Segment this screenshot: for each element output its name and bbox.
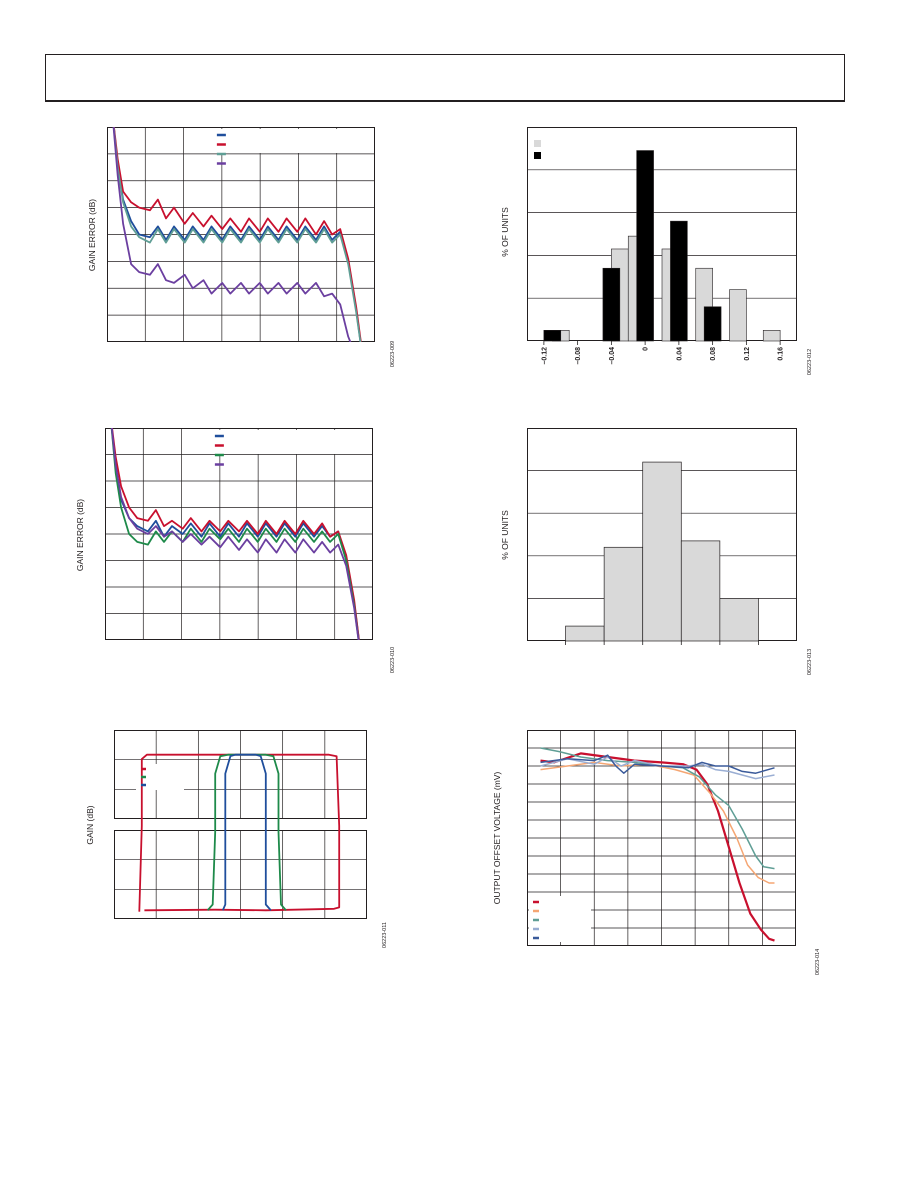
- figure-id: 06223-013: [807, 648, 813, 676]
- figure-id: 06223-009: [390, 340, 396, 368]
- legend-box: [216, 129, 367, 153]
- x-tick-label: 0.08: [710, 347, 717, 361]
- histogram-bar: [719, 598, 759, 642]
- histogram-bar: [762, 330, 781, 342]
- x-tick-label: –0.04: [609, 347, 616, 365]
- series-line: [112, 127, 362, 342]
- histogram-bar: [636, 150, 654, 342]
- legend-box: [214, 430, 365, 454]
- plot-frame: [114, 730, 367, 819]
- series-line: [110, 428, 360, 640]
- series-line: [540, 752, 775, 942]
- series-line: [540, 754, 775, 774]
- series-line: [112, 127, 362, 342]
- y-axis-label: % OF UNITS: [500, 510, 510, 560]
- series-line: [206, 753, 287, 911]
- x-tick-label: –0.12: [541, 347, 548, 365]
- series-group: [110, 428, 360, 640]
- series-line: [113, 127, 362, 342]
- x-tick-label: 0.16: [778, 347, 785, 361]
- histogram-bar: [642, 461, 682, 642]
- x-tick-label: –0.08: [575, 347, 582, 365]
- histogram-bar: [565, 625, 605, 642]
- series-line: [110, 428, 360, 640]
- units-histogram-1: –0.12 –0.08 –0.04 0 0.04 0.08 0.12 0.16: [527, 127, 797, 365]
- series-line: [138, 753, 341, 912]
- legend-box: [529, 896, 591, 942]
- legend-swatch: [534, 152, 541, 159]
- plot-frame: [107, 127, 375, 342]
- histogram-bar: [670, 220, 688, 342]
- histogram-bar: [680, 540, 721, 642]
- y-axis-label: % OF UNITS: [500, 207, 510, 257]
- gain-error-chart-2: [105, 428, 373, 640]
- output-offset-voltage-chart: [527, 730, 796, 946]
- y-axis-label: GAIN ERROR (dB): [75, 498, 85, 572]
- series-line: [111, 428, 360, 640]
- x-tick-label: 0.12: [744, 347, 751, 361]
- histogram-bar: [703, 306, 722, 342]
- series-line: [540, 761, 775, 884]
- histogram-bar: [543, 330, 562, 342]
- series-line: [110, 428, 360, 640]
- histogram-bar: [729, 289, 747, 342]
- x-tick-label: 0: [643, 347, 650, 351]
- y-axis-label: GAIN (dB): [85, 805, 95, 845]
- page-header-box: [45, 54, 845, 102]
- plot-frame: [105, 428, 373, 640]
- units-histogram-2: [527, 428, 797, 645]
- gain-error-chart-1: [107, 127, 375, 342]
- histogram-bar: [602, 267, 621, 342]
- gain-chart: [114, 730, 367, 919]
- y-axis-label: GAIN ERROR (dB): [87, 198, 97, 272]
- legend-swatch: [534, 140, 541, 147]
- series-group: [112, 127, 362, 342]
- y-axis-label: OUTPUT OFFSET VOLTAGE (mV): [492, 771, 502, 905]
- figure-id: 06223-011: [382, 922, 388, 948]
- plot-frame: [114, 830, 367, 919]
- figure-id: 06223-012: [807, 348, 813, 376]
- series-line: [112, 127, 352, 342]
- series-line: [540, 747, 775, 870]
- x-tick-label: 0.04: [676, 347, 683, 361]
- histogram-bar: [603, 546, 644, 642]
- figure-id: 06223-014: [815, 948, 821, 976]
- series-line: [540, 756, 775, 780]
- figure-id: 06223-010: [390, 646, 396, 674]
- plot-frame: [527, 730, 796, 946]
- series-line: [221, 753, 272, 911]
